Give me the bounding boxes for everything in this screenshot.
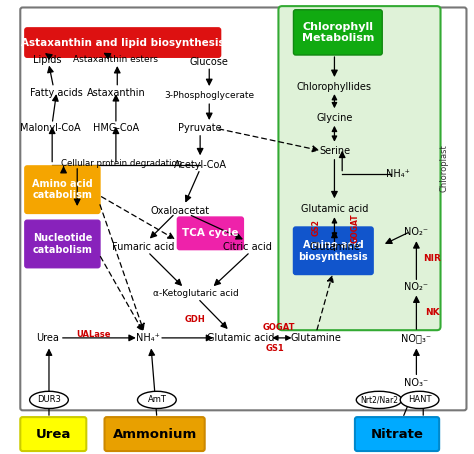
- Text: AmT: AmT: [147, 395, 166, 405]
- Text: GS2: GS2: [312, 219, 321, 237]
- Text: Astaxanthin and lipid biosynthesis: Astaxanthin and lipid biosynthesis: [21, 38, 225, 48]
- Text: Urea: Urea: [36, 333, 59, 343]
- Text: Citric acid: Citric acid: [224, 242, 273, 252]
- FancyBboxPatch shape: [105, 417, 205, 451]
- FancyBboxPatch shape: [355, 417, 439, 451]
- Text: NO₂⁻: NO₂⁻: [404, 227, 428, 237]
- Text: NO₃⁻: NO₃⁻: [404, 378, 428, 388]
- Text: NH₄⁺: NH₄⁺: [386, 168, 410, 178]
- Text: Fatty acids: Fatty acids: [30, 89, 83, 99]
- Text: NK: NK: [425, 308, 440, 316]
- FancyBboxPatch shape: [25, 166, 100, 213]
- Ellipse shape: [30, 391, 68, 409]
- Text: HMG-CoA: HMG-CoA: [93, 123, 139, 133]
- FancyBboxPatch shape: [25, 220, 100, 268]
- Text: 3-Phosphoglycerate: 3-Phosphoglycerate: [164, 91, 254, 100]
- Text: Lipids: Lipids: [33, 54, 62, 64]
- Text: NIR: NIR: [423, 254, 441, 263]
- Text: Astaxanthin esters: Astaxanthin esters: [73, 55, 158, 64]
- Text: Glutamine: Glutamine: [309, 242, 360, 252]
- FancyBboxPatch shape: [20, 417, 86, 451]
- Text: Glutamine: Glutamine: [291, 333, 342, 343]
- Text: Chlorophyll
Metabolism: Chlorophyll Metabolism: [301, 22, 374, 43]
- Text: Acetyl-CoA: Acetyl-CoA: [173, 159, 227, 169]
- Text: GOGAT: GOGAT: [350, 213, 359, 243]
- Text: Nucleotide
catabolism: Nucleotide catabolism: [33, 233, 92, 255]
- Text: Pyruvate: Pyruvate: [178, 123, 222, 133]
- Ellipse shape: [400, 391, 439, 409]
- Text: TCA cycle: TCA cycle: [182, 228, 238, 238]
- Text: Nitrate: Nitrate: [371, 428, 423, 440]
- Text: Nrt2/Nar2: Nrt2/Nar2: [360, 395, 398, 405]
- Text: HANT: HANT: [408, 395, 431, 405]
- Text: Amino acid
biosynthesis: Amino acid biosynthesis: [299, 240, 368, 262]
- FancyBboxPatch shape: [25, 28, 220, 57]
- Text: Glutamic acid: Glutamic acid: [208, 333, 275, 343]
- Text: GDH: GDH: [184, 315, 205, 324]
- Text: Astaxanthin: Astaxanthin: [87, 89, 145, 99]
- Text: GOGAT: GOGAT: [263, 323, 295, 332]
- Text: DUR3: DUR3: [37, 395, 61, 405]
- Ellipse shape: [137, 391, 176, 409]
- Text: Fumaric acid: Fumaric acid: [112, 242, 174, 252]
- Text: NH₄⁺: NH₄⁺: [136, 333, 160, 343]
- Text: Cellular protein degradation: Cellular protein degradation: [61, 159, 182, 168]
- Ellipse shape: [356, 391, 402, 409]
- FancyBboxPatch shape: [293, 10, 382, 55]
- FancyBboxPatch shape: [278, 6, 440, 330]
- Text: Glutamic acid: Glutamic acid: [301, 204, 368, 214]
- Text: Malonyl-CoA: Malonyl-CoA: [19, 123, 80, 133]
- Text: Amino acid
catabolism: Amino acid catabolism: [32, 179, 93, 201]
- Text: Oxaloacetat: Oxaloacetat: [150, 206, 209, 216]
- Text: Chlorophyllides: Chlorophyllides: [297, 82, 372, 92]
- Text: Serine: Serine: [319, 146, 350, 156]
- Text: GS1: GS1: [266, 344, 284, 353]
- Text: Urea: Urea: [36, 428, 71, 440]
- Text: Glycine: Glycine: [316, 114, 353, 123]
- Text: NO₂⁻: NO₂⁻: [404, 282, 428, 292]
- FancyBboxPatch shape: [293, 227, 373, 275]
- Text: Glucose: Glucose: [190, 57, 228, 67]
- FancyBboxPatch shape: [20, 7, 466, 410]
- Text: Ammonium: Ammonium: [112, 428, 197, 440]
- FancyBboxPatch shape: [177, 217, 243, 250]
- Text: α-Ketoglutaric acid: α-Ketoglutaric acid: [153, 290, 238, 298]
- Text: NO　₃⁻: NO ₃⁻: [401, 333, 431, 343]
- Text: UALase: UALase: [76, 330, 110, 339]
- Text: Chloroplast: Chloroplast: [439, 144, 448, 192]
